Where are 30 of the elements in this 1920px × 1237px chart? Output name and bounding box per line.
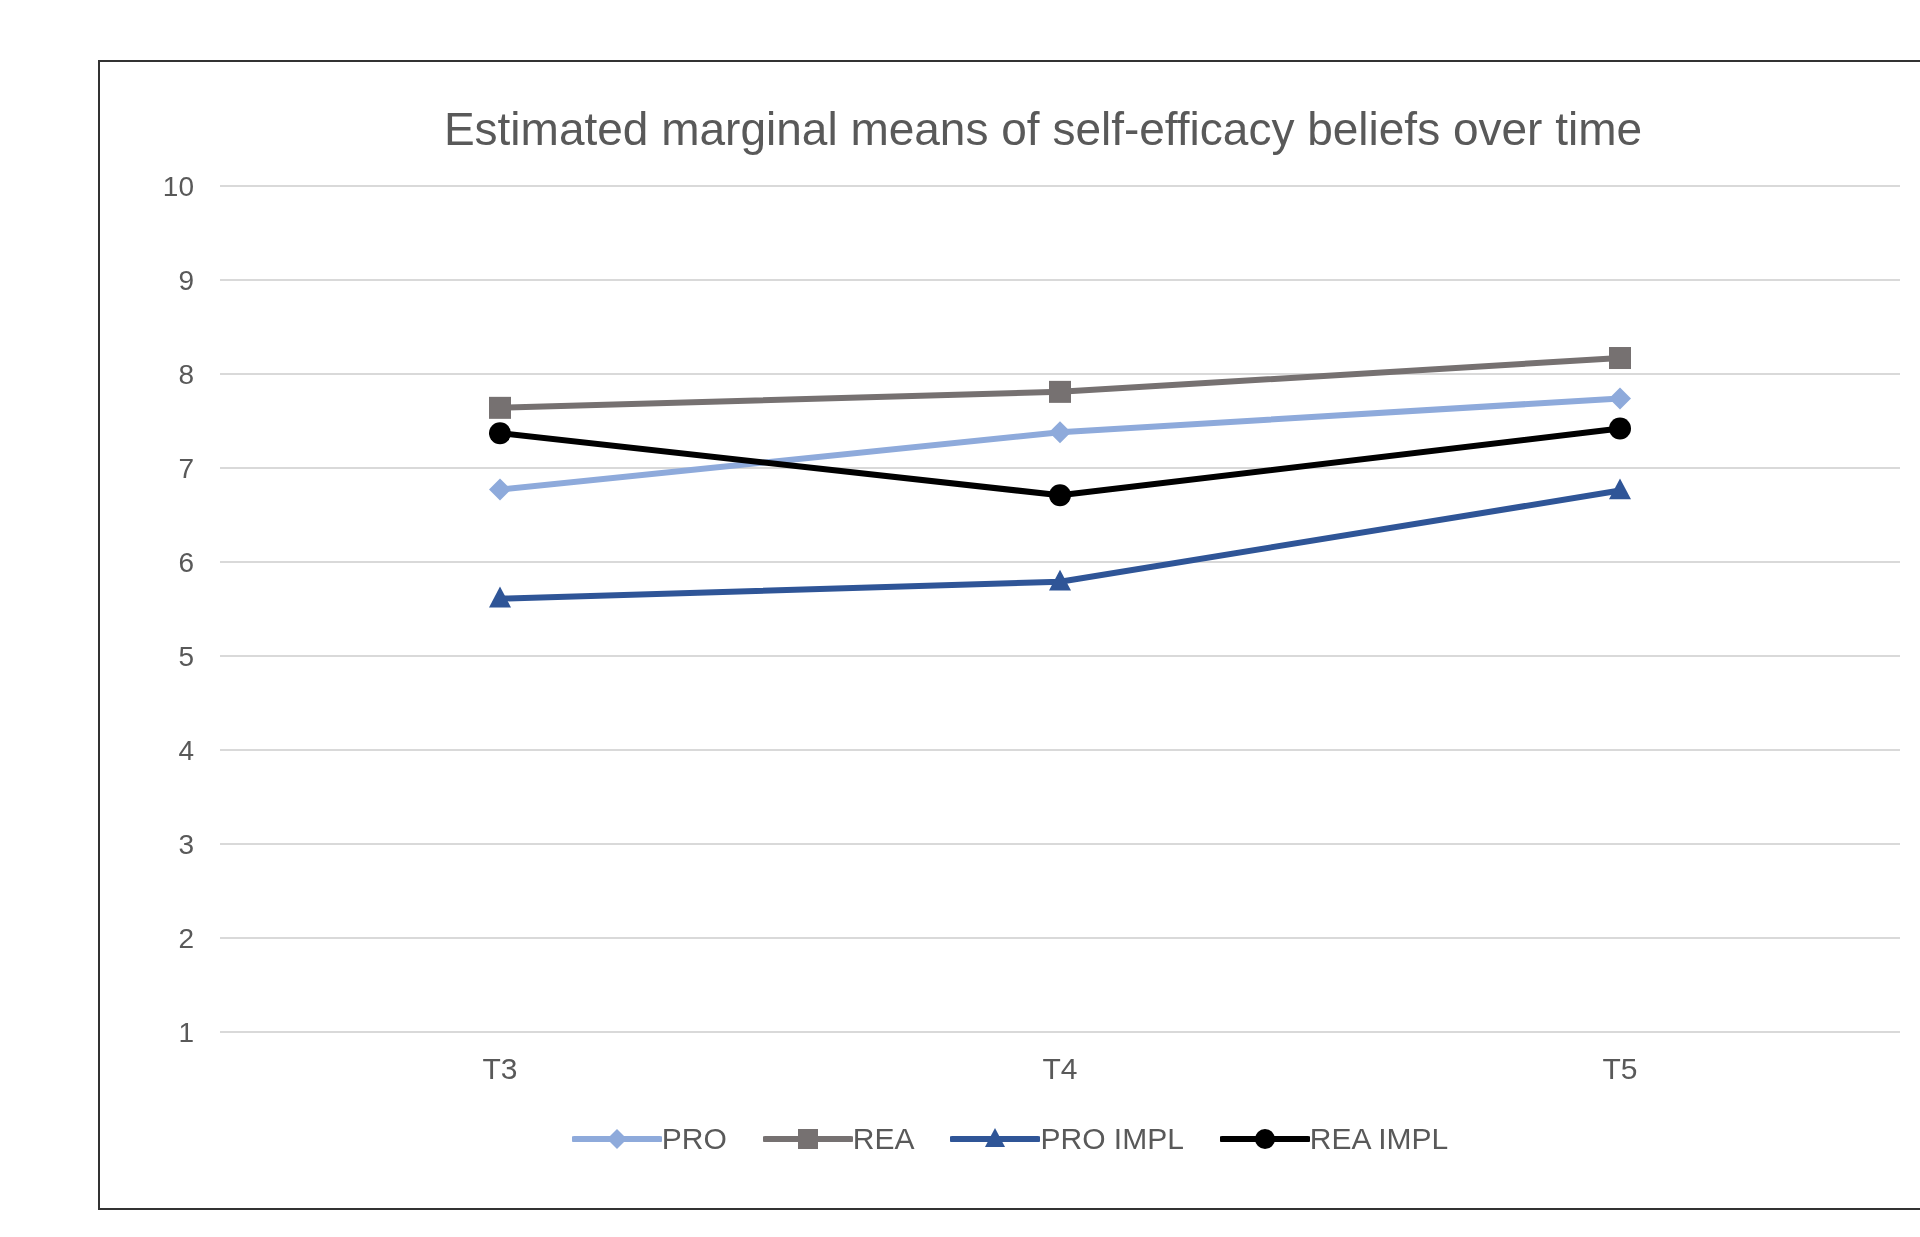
point	[489, 586, 511, 608]
y-tick-label: 7	[178, 452, 194, 484]
y-tick-label: 8	[178, 358, 194, 390]
point	[1049, 569, 1071, 591]
x-tick-label: T3	[482, 1052, 518, 1086]
legend-label: REA	[852, 1122, 915, 1156]
point	[1609, 347, 1631, 370]
y-tick-label: 3	[178, 828, 194, 860]
legend-label: REA IMPL	[1309, 1122, 1449, 1156]
y-tick-label: 4	[178, 734, 194, 766]
legend-label: PRO IMPL	[1040, 1122, 1184, 1156]
point	[489, 478, 511, 501]
point	[1609, 478, 1631, 500]
point	[1049, 484, 1071, 507]
x-tick-label: T4	[1042, 1052, 1078, 1086]
y-tick-label: 5	[178, 640, 194, 672]
legend-label: PRO	[661, 1122, 727, 1156]
y-tick-label: 10	[162, 170, 194, 202]
y-tick-label: 1	[178, 1016, 194, 1048]
y-tick-label: 9	[178, 264, 194, 296]
point	[1609, 417, 1631, 440]
chart-title: Estimated marginal means of self-efficacy beliefs over time	[442, 102, 1644, 156]
point	[1049, 421, 1071, 444]
point	[1049, 380, 1071, 403]
point	[489, 422, 511, 445]
y-tick-label: 2	[178, 922, 194, 954]
x-tick-label: T5	[1602, 1052, 1638, 1086]
point	[489, 396, 511, 419]
y-tick-label: 6	[178, 546, 194, 578]
point	[1609, 387, 1631, 410]
